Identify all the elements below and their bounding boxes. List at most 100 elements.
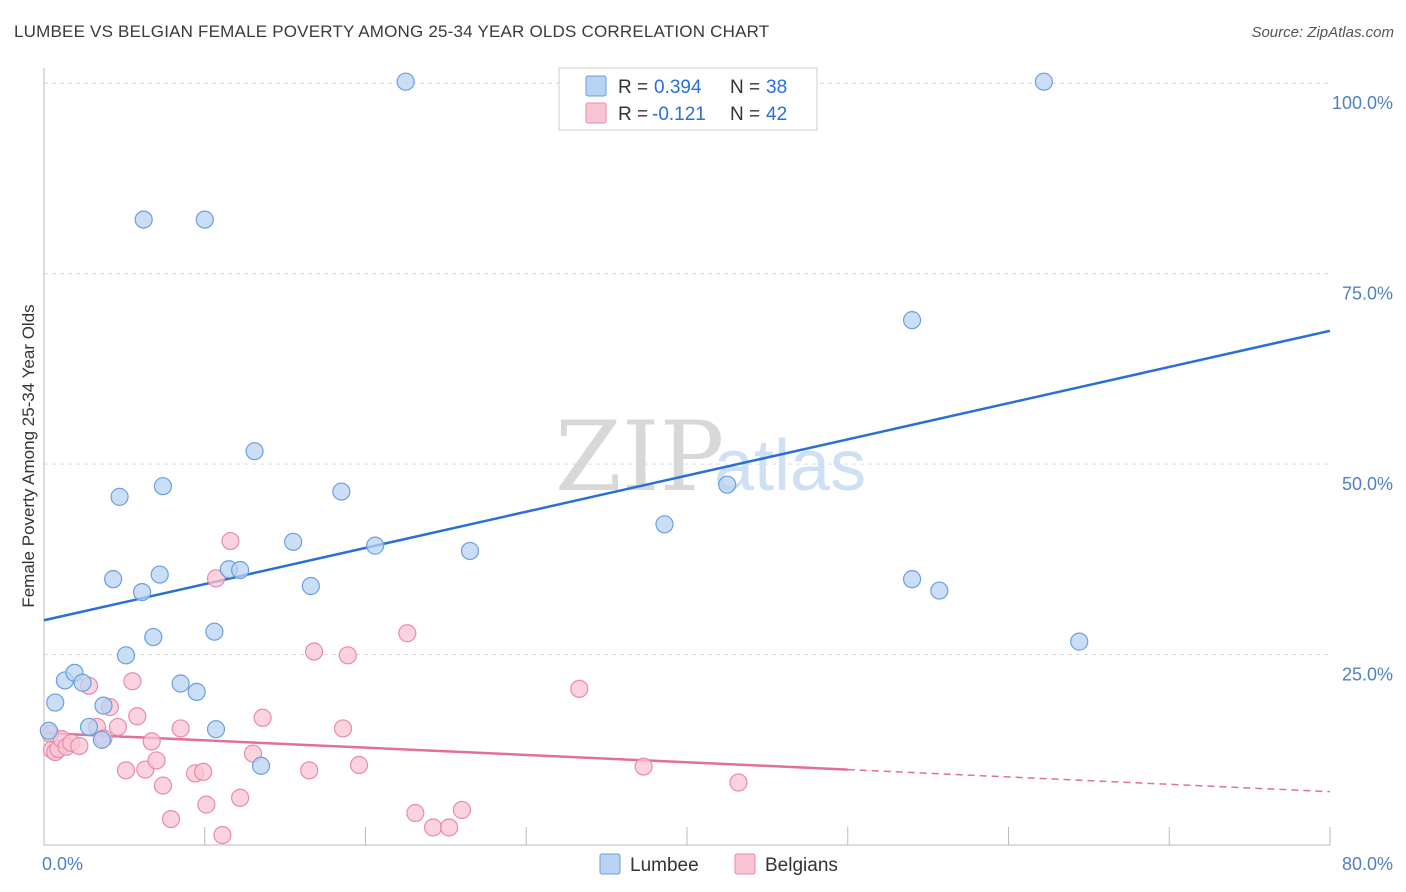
- series-legend: Lumbee Belgians: [599, 853, 838, 876]
- point-belgians: [70, 736, 89, 756]
- data-points: [39, 72, 1089, 845]
- series-legend-label-belgians: Belgians: [765, 855, 838, 876]
- x-tick-label: 80.0%: [1342, 854, 1393, 874]
- point-lumbee: [245, 442, 264, 461]
- point-belgians: [197, 795, 216, 814]
- trend-line-belgians-extension: [847, 768, 1331, 793]
- point-lumbee: [206, 720, 226, 739]
- series-legend-swatch-lumbee: [599, 853, 621, 875]
- point-lumbee: [187, 682, 206, 701]
- point-belgians: [206, 569, 226, 588]
- point-lumbee: [94, 696, 113, 715]
- point-lumbee: [110, 487, 129, 506]
- point-lumbee: [366, 536, 385, 555]
- point-lumbee: [460, 541, 480, 561]
- legend-r-value-1: 0.394: [654, 77, 702, 98]
- point-lumbee: [134, 210, 153, 229]
- point-lumbee: [132, 582, 152, 602]
- point-belgians: [171, 719, 190, 738]
- trend-line-belgians: [43, 731, 848, 771]
- point-lumbee: [902, 570, 922, 589]
- point-lumbee: [104, 570, 123, 589]
- point-belgians: [439, 818, 459, 837]
- x-tick-labels: 0.0% 80.0%: [42, 854, 1393, 874]
- point-belgians: [213, 825, 232, 845]
- point-lumbee: [930, 581, 949, 600]
- point-belgians: [253, 708, 272, 727]
- legend-n-label-1: N =: [730, 77, 760, 98]
- point-belgians: [634, 757, 653, 776]
- point-lumbee: [284, 532, 303, 551]
- point-lumbee: [655, 515, 674, 534]
- point-belgians: [300, 761, 319, 780]
- point-lumbee: [301, 576, 320, 596]
- point-lumbee: [718, 475, 737, 494]
- series-legend-swatch-belgians: [734, 853, 756, 875]
- point-lumbee: [79, 717, 99, 737]
- legend-swatch-lumbee: [585, 75, 607, 97]
- x-tick-label: 0.0%: [42, 854, 83, 874]
- legend-r-label-2: R =: [618, 104, 648, 125]
- point-lumbee: [195, 210, 214, 229]
- trend-lines: [43, 329, 1331, 793]
- legend-n-value-2: 42: [766, 104, 787, 125]
- point-belgians: [128, 707, 147, 726]
- point-belgians: [398, 624, 417, 643]
- point-lumbee: [153, 477, 173, 496]
- correlation-legend: R = 0.394 N = 38 R = -0.121 N = 42: [558, 67, 818, 131]
- legend-r-value-2: -0.121: [652, 104, 706, 125]
- point-belgians: [153, 776, 173, 795]
- legend-n-value-1: 38: [766, 77, 787, 98]
- watermark: ZIP atlas: [555, 401, 866, 513]
- y-tick-label: 25.0%: [1342, 665, 1393, 685]
- point-lumbee: [92, 730, 111, 749]
- source-label: Source: ZipAtlas.com: [1251, 24, 1394, 41]
- y-tick-label: 75.0%: [1342, 284, 1393, 304]
- point-lumbee: [251, 756, 271, 775]
- point-lumbee: [116, 646, 136, 665]
- point-belgians: [729, 773, 748, 792]
- point-belgians: [423, 818, 443, 837]
- point-lumbee: [205, 622, 224, 641]
- point-belgians: [338, 646, 357, 665]
- y-tick-labels: 25.0% 50.0% 75.0% 100.0%: [1332, 93, 1393, 684]
- point-belgians: [147, 751, 166, 770]
- point-belgians: [452, 800, 472, 820]
- point-belgians: [116, 761, 136, 780]
- watermark-zip: ZIP: [555, 401, 724, 513]
- x-ticks: [43, 827, 1331, 845]
- point-belgians: [570, 679, 589, 698]
- y-axis-label: Female Poverty Among 25-34 Year Olds: [19, 304, 38, 607]
- point-lumbee: [171, 674, 190, 693]
- point-belgians: [194, 762, 213, 781]
- point-lumbee: [73, 673, 92, 692]
- watermark-atlas: atlas: [714, 426, 866, 506]
- trend-line-lumbee: [43, 329, 1331, 622]
- point-belgians: [333, 719, 353, 738]
- point-lumbee: [150, 565, 169, 584]
- point-belgians: [123, 672, 142, 691]
- y-tick-label: 50.0%: [1342, 474, 1393, 494]
- point-belgians: [221, 531, 240, 551]
- point-lumbee: [1034, 72, 1053, 91]
- point-belgians: [349, 755, 369, 775]
- point-lumbee: [231, 560, 250, 580]
- point-belgians: [231, 788, 250, 807]
- legend-n-label-2: N =: [730, 104, 760, 125]
- legend-swatch-belgians: [585, 102, 607, 124]
- point-lumbee: [332, 482, 351, 501]
- chart-title: LUMBEE VS BELGIAN FEMALE POVERTY AMONG 2…: [14, 22, 770, 41]
- y-tick-label: 100.0%: [1332, 93, 1393, 113]
- point-belgians: [304, 642, 324, 661]
- point-belgians: [108, 717, 128, 737]
- point-lumbee: [396, 72, 415, 91]
- point-lumbee: [46, 693, 65, 712]
- point-lumbee: [144, 627, 163, 647]
- point-lumbee: [39, 721, 58, 740]
- point-belgians: [161, 809, 181, 829]
- point-belgians: [406, 803, 425, 823]
- point-belgians: [142, 732, 161, 751]
- point-lumbee: [902, 311, 922, 330]
- legend-r-label-1: R =: [618, 77, 648, 98]
